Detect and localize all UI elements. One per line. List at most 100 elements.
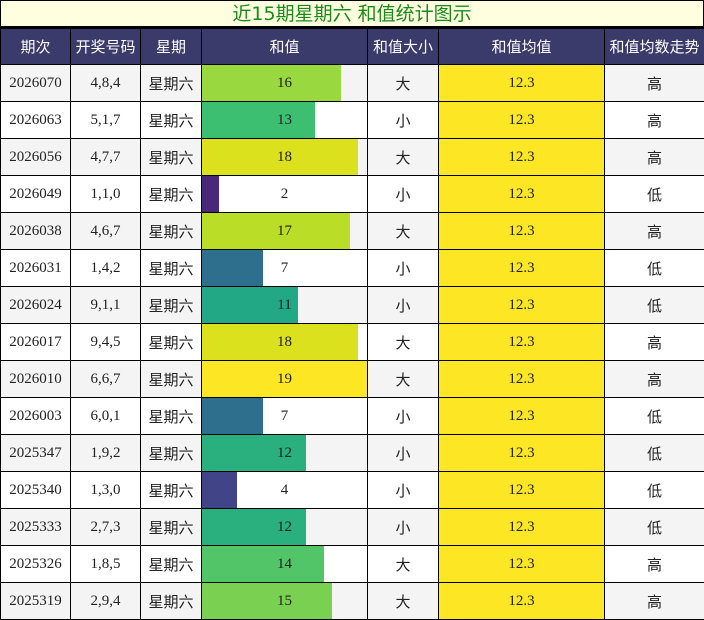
- sum-cell: 2: [202, 176, 368, 213]
- trend-cell: 低: [605, 398, 704, 435]
- issue-cell: 2025340: [1, 472, 71, 509]
- sum-size-cell: 大: [368, 65, 439, 102]
- sum-cell: 17: [202, 213, 368, 250]
- sum-cell: 16: [202, 65, 368, 102]
- header-numbers: 开奖号码: [71, 29, 141, 65]
- header-issue: 期次: [1, 29, 71, 65]
- issue-cell: 2025347: [1, 435, 71, 472]
- sum-size-cell: 大: [368, 583, 439, 620]
- numbers-cell: 5,1,7: [71, 102, 141, 139]
- sum-value: 12: [277, 445, 292, 461]
- sum-size-cell: 小: [368, 398, 439, 435]
- weekday-cell: 星期六: [141, 65, 202, 102]
- issue-cell: 2026010: [1, 361, 71, 398]
- numbers-cell: 2,7,3: [71, 509, 141, 546]
- sum-bar: [202, 65, 341, 101]
- sum-value: 15: [277, 593, 292, 609]
- sum-average-cell: 12.3: [439, 213, 605, 250]
- trend-cell: 低: [605, 509, 704, 546]
- sum-size-cell: 大: [368, 213, 439, 250]
- sum-bar: [202, 398, 263, 434]
- header-sum-average: 和值均值: [439, 29, 605, 65]
- sum-size-cell: 小: [368, 435, 439, 472]
- numbers-cell: 1,3,0: [71, 472, 141, 509]
- sum-cell: 19: [202, 361, 368, 398]
- numbers-cell: 1,1,0: [71, 176, 141, 213]
- sum-value: 2: [281, 186, 289, 202]
- sum-size-cell: 大: [368, 324, 439, 361]
- trend-cell: 高: [605, 361, 704, 398]
- numbers-cell: 9,4,5: [71, 324, 141, 361]
- sum-average-cell: 12.3: [439, 472, 605, 509]
- weekday-cell: 星期六: [141, 546, 202, 583]
- trend-cell: 高: [605, 213, 704, 250]
- sum-value: 4: [281, 482, 289, 498]
- trend-cell: 高: [605, 65, 704, 102]
- sum-bar: [202, 546, 324, 582]
- weekday-cell: 星期六: [141, 176, 202, 213]
- numbers-cell: 6,6,7: [71, 361, 141, 398]
- sum-value: 13: [277, 112, 292, 128]
- weekday-cell: 星期六: [141, 324, 202, 361]
- sum-size-cell: 大: [368, 546, 439, 583]
- sum-average-cell: 12.3: [439, 139, 605, 176]
- sum-value: 17: [277, 223, 292, 239]
- sum-value: 16: [277, 75, 292, 91]
- sum-average-cell: 12.3: [439, 435, 605, 472]
- sum-value: 19: [277, 371, 292, 387]
- header-sum-size: 和值大小: [368, 29, 439, 65]
- sum-average-cell: 12.3: [439, 287, 605, 324]
- sum-bar: [202, 102, 315, 138]
- weekday-cell: 星期六: [141, 509, 202, 546]
- issue-cell: 2026049: [1, 176, 71, 213]
- sum-cell: 13: [202, 102, 368, 139]
- trend-cell: 低: [605, 250, 704, 287]
- sum-cell: 14: [202, 546, 368, 583]
- sum-cell: 18: [202, 324, 368, 361]
- sum-value: 18: [277, 334, 292, 350]
- sum-cell: 7: [202, 398, 368, 435]
- issue-cell: 2026038: [1, 213, 71, 250]
- numbers-cell: 4,6,7: [71, 213, 141, 250]
- sum-average-cell: 12.3: [439, 102, 605, 139]
- sum-size-cell: 大: [368, 361, 439, 398]
- sum-cell: 12: [202, 435, 368, 472]
- numbers-cell: 4,8,4: [71, 65, 141, 102]
- sum-size-cell: 小: [368, 102, 439, 139]
- sum-size-cell: 小: [368, 176, 439, 213]
- sum-size-cell: 小: [368, 287, 439, 324]
- weekday-cell: 星期六: [141, 213, 202, 250]
- sum-bar: [202, 250, 263, 286]
- sum-value: 7: [281, 408, 289, 424]
- numbers-cell: 6,0,1: [71, 398, 141, 435]
- sum-size-cell: 大: [368, 139, 439, 176]
- weekday-cell: 星期六: [141, 139, 202, 176]
- weekday-cell: 星期六: [141, 287, 202, 324]
- sum-value: 18: [277, 149, 292, 165]
- sum-average-cell: 12.3: [439, 250, 605, 287]
- sum-value: 14: [277, 556, 292, 572]
- sum-bar: [202, 472, 237, 508]
- sum-bar: [202, 213, 350, 249]
- numbers-cell: 4,7,7: [71, 139, 141, 176]
- sum-cell: 4: [202, 472, 368, 509]
- sum-cell: 11: [202, 287, 368, 324]
- issue-cell: 2026070: [1, 65, 71, 102]
- header-trend: 和值均数走势: [605, 29, 704, 65]
- sum-cell: 12: [202, 509, 368, 546]
- trend-cell: 高: [605, 102, 704, 139]
- weekday-cell: 星期六: [141, 472, 202, 509]
- sum-average-cell: 12.3: [439, 546, 605, 583]
- numbers-cell: 1,9,2: [71, 435, 141, 472]
- trend-cell: 低: [605, 472, 704, 509]
- sum-cell: 18: [202, 139, 368, 176]
